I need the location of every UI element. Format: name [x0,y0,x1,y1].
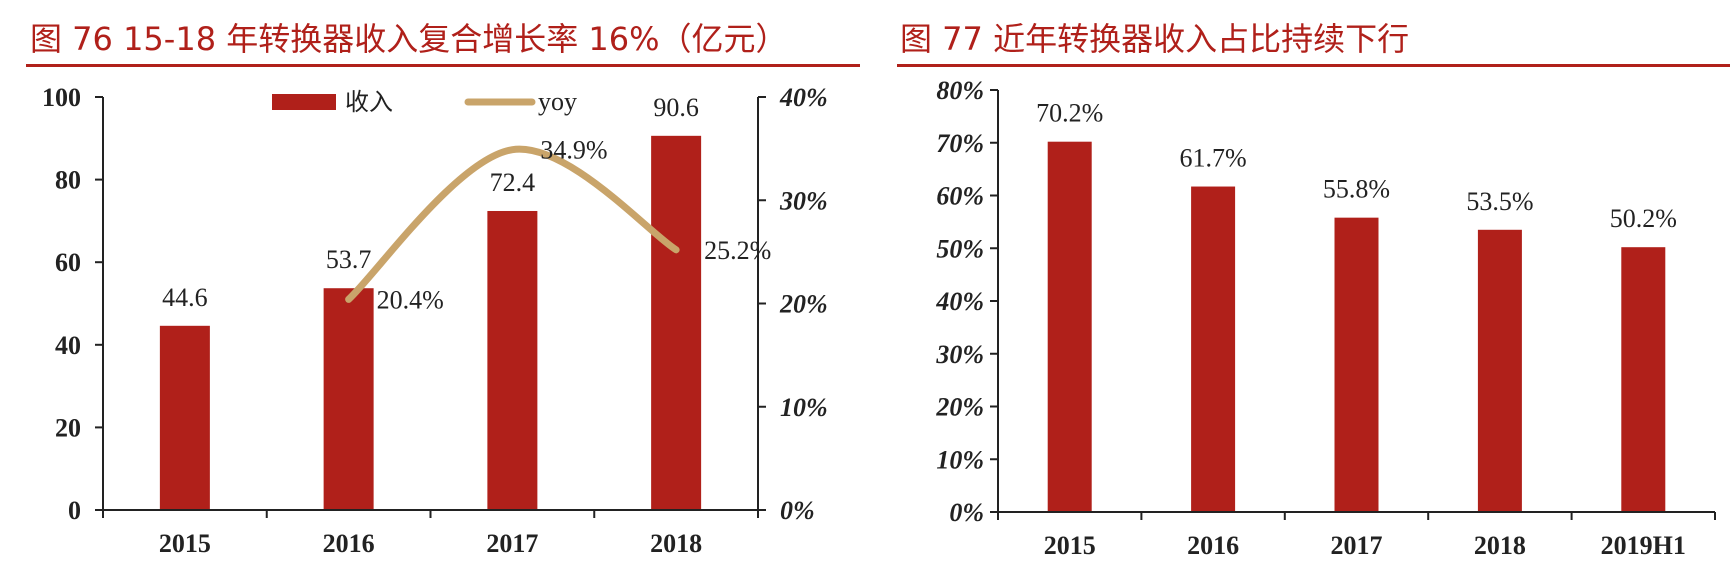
revenue-bar-label: 72.4 [490,168,536,197]
revenue-bar [323,288,374,510]
y-tick-label: 70% [936,129,984,158]
figure-77-title: 图 77 近年转换器收入占比持续下行 [900,20,1410,58]
left-y-tick-label: 80 [55,166,81,195]
share-bar [1621,247,1666,512]
right-y-tick-label: 30% [779,186,828,215]
revenue-bar [651,135,702,510]
share-bar [1047,141,1092,512]
x-tick-label: 2018 [650,529,702,558]
share-bar [1334,217,1379,512]
share-bar-label: 70.2% [1036,99,1103,128]
left-y-tick-label: 0 [68,496,81,525]
x-tick-label: 2016 [1187,531,1239,560]
y-tick-label: 30% [935,340,984,369]
x-tick-label: 2018 [1474,531,1526,560]
y-tick-label: 40% [935,287,984,316]
yoy-point-label: 34.9% [540,136,607,165]
x-tick-label: 2017 [486,529,538,558]
right-y-tick-label: 40% [779,83,828,112]
share-bar-label: 61.7% [1180,144,1247,173]
yoy-point-label: 25.2% [704,236,771,265]
right-y-tick-label: 10% [780,393,828,422]
revenue-share-bar-chart: 0% 10% 20% 30% 40% 50% 60% 70% 80% 70.2% 61.7% 55.8… [935,76,1716,560]
y-tick-label: 60% [936,182,984,211]
x-tick-label: 2017 [1331,531,1383,560]
revenue-bar-label: 44.6 [162,283,208,312]
x-tick-label: 2016 [323,529,375,558]
y-tick-label: 20% [935,393,984,422]
figure-76-title: 图 76 15-18 年转换器收入复合增长率 16%（亿元） [30,20,788,58]
x-tick-label: 2019H1 [1601,531,1686,560]
y-tick-label: 10% [936,445,984,474]
figure-76: 图 76 15-18 年转换器收入复合增长率 16%（亿元） 0 20 40 60 80… [26,20,860,558]
figure-77-title-rule [897,64,1730,67]
left-y-tick-label: 100 [42,83,81,112]
legend-revenue-label: 收入 [345,89,393,116]
y-tick-label: 80% [936,76,984,105]
left-y-tick-label: 60 [55,248,81,277]
x-tick-label: 2015 [1044,531,1096,560]
left-y-tick-label: 20 [55,413,81,442]
revenue-bar-label: 90.6 [653,93,699,122]
legend-revenue-swatch [272,94,336,110]
share-bar-label: 53.5% [1466,187,1533,216]
y-tick-label: 0% [949,498,984,527]
y-tick-label: 50% [936,234,984,263]
x-tick-label: 2015 [159,529,211,558]
share-bar [1191,186,1236,512]
revenue-bar [487,210,538,510]
right-y-tick-label: 0% [780,496,815,525]
yoy-line [345,145,680,303]
share-bar-label: 50.2% [1610,204,1677,233]
revenue-combo-chart: 0 20 40 60 80 100 0% 10% 20% 30% 40% 44.6 53.7 72.4 90… [42,83,828,558]
figure-77: 图 77 近年转换器收入占比持续下行 0% 10% 20% 30% 40% 50% 60% 7… [895,0,1730,570]
legend-yoy-label: yoy [538,87,577,116]
share-bar-label: 55.8% [1323,175,1390,204]
figure-76-title-rule [26,64,860,67]
revenue-bar [159,325,210,510]
right-y-tick-label: 20% [779,290,828,319]
yoy-point-label: 20.4% [377,285,444,314]
revenue-bar-label: 53.7 [326,245,372,274]
share-bar [1477,229,1522,512]
left-y-tick-label: 40 [55,331,81,360]
